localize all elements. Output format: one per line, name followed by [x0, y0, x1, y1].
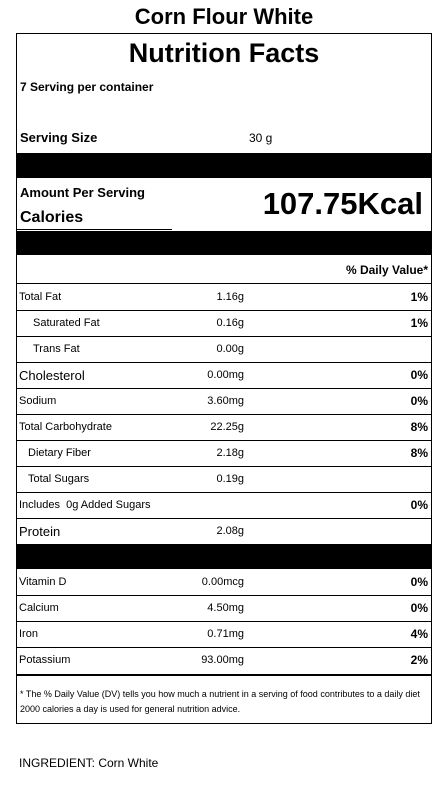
divider: [17, 362, 431, 363]
nutrient-row: Includes 0g Added Sugars 0%: [17, 492, 431, 518]
vitamin-row: Potassium 93.00mg 2%: [17, 647, 431, 673]
nutrient-dv: 0%: [410, 394, 428, 408]
nutrient-name: Total Fat: [19, 291, 62, 303]
divider: [17, 674, 431, 676]
nutrient-name: Includes 0g Added Sugars: [19, 499, 151, 511]
daily-value-footnote: * The % Daily Value (DV) tells you how m…: [20, 689, 420, 714]
vitamin-amount: 93.00mg: [201, 654, 244, 666]
vitamin-name: Calcium: [19, 602, 59, 614]
nutrient-amount: 3.60mg: [207, 395, 244, 407]
vitamin-dv: 4%: [410, 627, 428, 641]
nutrient-dv: 8%: [410, 420, 428, 434]
nutrient-row: Total Fat 1.16g 1%: [17, 284, 431, 310]
nutrient-name: Dietary Fiber: [28, 447, 91, 459]
nutrient-amount: 2.08g: [216, 525, 244, 537]
nutrient-row: Total Sugars 0.19g: [17, 466, 431, 492]
daily-value-header: % Daily Value*: [345, 263, 428, 277]
nutrition-facts-heading: Nutrition Facts: [128, 38, 320, 68]
nutrient-row: Cholesterol 0.00mg 0%: [17, 362, 431, 388]
divider: [17, 310, 431, 311]
nutrient-name: Protein: [19, 524, 61, 539]
thick-divider: [17, 231, 431, 255]
divider: [17, 621, 431, 622]
nutrient-amount: 0.16g: [216, 317, 244, 329]
calories-value: 107.75Kcal: [262, 186, 423, 221]
divider: [17, 283, 431, 284]
nutrient-name: Saturated Fat: [33, 317, 100, 329]
nutrient-dv: 0%: [410, 368, 428, 382]
vitamin-dv: 0%: [410, 575, 428, 589]
nutrient-row: Total Carbohydrate 22.25g 8%: [17, 414, 431, 440]
vitamin-row: Calcium 4.50mg 0%: [17, 595, 431, 621]
thick-divider: [17, 153, 431, 178]
divider: [17, 466, 431, 467]
nutrient-amount: 2.18g: [216, 447, 244, 459]
vitamin-name: Vitamin D: [19, 576, 67, 588]
nutrient-row: Saturated Fat 0.16g 1%: [17, 310, 431, 336]
nutrient-dv: 1%: [410, 316, 428, 330]
vitamin-dv: 2%: [410, 653, 428, 667]
vitamin-amount: 0.71mg: [207, 628, 244, 640]
nutrient-row: Protein 2.08g: [17, 518, 431, 544]
vitamin-name: Potassium: [19, 654, 71, 666]
nutrient-row: Trans Fat 0.00g: [17, 336, 431, 362]
thick-divider: [17, 544, 431, 569]
serving-size-label: Serving Size: [20, 130, 98, 145]
nutrition-label: Nutrition Facts 7 Serving per container …: [16, 33, 432, 724]
nutrient-name: Total Carbohydrate: [19, 421, 112, 433]
nutrient-amount: 22.25g: [210, 421, 244, 433]
serving-size-value: 30 g: [249, 131, 273, 145]
nutrient-dv: 0%: [410, 498, 428, 512]
vitamin-row: Iron 0.71mg 4%: [17, 621, 431, 647]
servings-per-container: 7 Serving per container: [20, 80, 154, 94]
nutrient-dv: 1%: [410, 290, 428, 304]
nutrient-amount: 0.00mg: [207, 369, 244, 381]
nutrient-name: Total Sugars: [28, 473, 90, 485]
divider: [17, 518, 431, 519]
nutrient-row: Dietary Fiber 2.18g 8%: [17, 440, 431, 466]
vitamin-row: Vitamin D 0.00mcg 0%: [17, 569, 431, 595]
nutrient-amount: 0.00g: [216, 343, 244, 355]
divider: [17, 414, 431, 415]
calories-label: Calories: [20, 209, 84, 226]
nutrient-amount: 0.19g: [216, 473, 244, 485]
divider: [17, 595, 431, 596]
nutrient-name: Trans Fat: [33, 343, 80, 355]
divider: [17, 388, 431, 389]
nutrient-row: Sodium 3.60mg 0%: [17, 388, 431, 414]
nutrient-dv: 8%: [410, 446, 428, 460]
nutrient-amount: 1.16g: [216, 291, 244, 303]
vitamin-dv: 0%: [410, 601, 428, 615]
divider: [17, 336, 431, 337]
nutrient-name: Cholesterol: [19, 368, 85, 383]
vitamin-name: Iron: [19, 628, 38, 640]
divider: [17, 440, 431, 441]
divider: [17, 647, 431, 648]
divider: [17, 492, 431, 493]
nutrient-name: Sodium: [19, 395, 57, 407]
vitamin-amount: 4.50mg: [207, 602, 244, 614]
vitamin-amount: 0.00mcg: [201, 576, 244, 588]
amount-per-serving: Amount Per Serving: [20, 185, 145, 200]
calories-underline: [17, 229, 172, 230]
ingredients-text: INGREDIENT: Corn White: [19, 756, 159, 770]
product-title: Corn Flour White: [134, 4, 314, 29]
